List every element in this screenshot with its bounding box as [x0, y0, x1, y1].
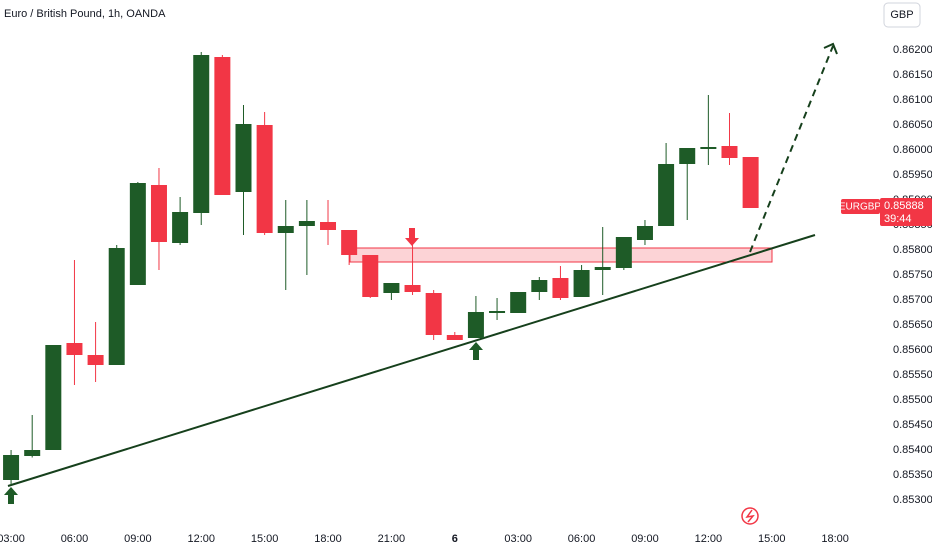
candle-body	[467, 312, 484, 338]
x-tick-label: 18:00	[821, 533, 849, 545]
x-tick-label: 12:00	[187, 533, 215, 545]
candle-body	[150, 185, 167, 242]
candle-body	[510, 292, 527, 313]
y-tick-label: 0.85350	[893, 469, 932, 481]
x-tick-label: 03:00	[0, 533, 25, 545]
y-tick-label: 0.85550	[893, 369, 932, 381]
candle-body	[573, 270, 590, 297]
candle-body	[615, 237, 632, 268]
chart-title: Euro / British Pound, 1h, OANDA	[4, 8, 166, 20]
symbol-label: EURGBP	[839, 202, 882, 213]
x-tick-label: 09:00	[631, 533, 659, 545]
x-tick-label: 15:00	[251, 533, 279, 545]
x-tick-label: 6	[452, 533, 458, 545]
candle-body	[742, 157, 759, 208]
candle-body	[214, 57, 231, 195]
projection-arrowhead	[823, 42, 838, 55]
candle-body	[362, 255, 379, 297]
candle-body	[425, 293, 442, 335]
y-tick-label: 0.85700	[893, 294, 932, 306]
y-tick-label: 0.85600	[893, 344, 932, 356]
y-tick-label: 0.86000	[893, 144, 932, 156]
candle-body	[446, 335, 463, 340]
x-tick-label: 15:00	[758, 533, 786, 545]
x-tick-label: 21:00	[378, 533, 406, 545]
trend-line	[7, 234, 816, 487]
candle-body	[45, 345, 62, 450]
currency-button-label[interactable]: GBP	[890, 9, 913, 21]
lightning-icon[interactable]	[741, 507, 759, 525]
candle-body	[235, 124, 252, 192]
resistance-zone	[349, 247, 773, 263]
projection-path	[749, 45, 834, 253]
candle-body	[66, 343, 83, 355]
symbol-badge	[841, 199, 880, 214]
candle-body	[383, 283, 400, 293]
y-tick-label: 0.85400	[893, 444, 932, 456]
y-tick-label: 0.86050	[893, 119, 932, 131]
x-tick-label: 09:00	[124, 533, 152, 545]
candle-body	[679, 148, 696, 164]
x-tick-label: 18:00	[314, 533, 342, 545]
y-tick-label: 0.85450	[893, 419, 932, 431]
x-tick-label: 06:00	[568, 533, 596, 545]
candle-body	[108, 248, 125, 365]
y-tick-label: 0.85300	[893, 494, 932, 506]
x-tick-label: 12:00	[695, 533, 723, 545]
candle-body	[256, 125, 273, 233]
candle-body	[298, 221, 315, 226]
x-tick-label: 03:00	[504, 533, 532, 545]
y-tick-label: 0.85800	[893, 244, 932, 256]
countdown: 39:44	[884, 213, 912, 225]
y-tick-label: 0.85950	[893, 169, 932, 181]
up-arrow	[4, 487, 18, 504]
candle-body	[531, 280, 548, 292]
currency-button[interactable]	[883, 2, 921, 28]
candle-body	[87, 355, 104, 365]
up-arrow	[469, 342, 483, 360]
candle-body	[489, 311, 506, 313]
candle-body	[320, 222, 337, 230]
candle-body	[721, 146, 738, 158]
candle-body	[193, 55, 210, 213]
y-tick-label: 0.85500	[893, 394, 932, 406]
candle-body	[129, 183, 146, 285]
y-tick-label: 0.86100	[893, 94, 932, 106]
candle-body	[700, 147, 717, 149]
price-badge	[880, 198, 932, 226]
candle-body	[658, 164, 675, 226]
price-label: 0.85888	[884, 200, 924, 212]
y-tick-label: 0.85650	[893, 319, 932, 331]
y-tick-label: 0.86150	[893, 69, 932, 81]
down-arrow	[405, 228, 419, 246]
candle-body	[172, 212, 189, 243]
y-tick-label: 0.85750	[893, 269, 932, 281]
candle-body	[341, 230, 358, 255]
candle-body	[3, 455, 20, 480]
x-tick-label: 06:00	[61, 533, 89, 545]
candle-body	[277, 226, 294, 233]
candle-body	[552, 278, 569, 298]
candle-body	[24, 450, 41, 456]
y-tick-label: 0.86200	[893, 44, 932, 56]
candle-body	[594, 267, 611, 270]
candle-body	[404, 285, 421, 292]
candle-body	[636, 226, 653, 240]
